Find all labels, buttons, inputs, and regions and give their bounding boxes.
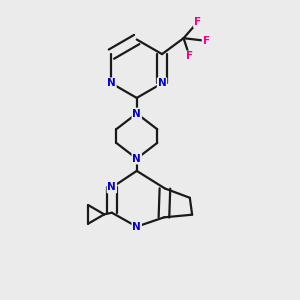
Text: N: N: [132, 154, 141, 164]
Text: N: N: [107, 182, 116, 193]
Text: F: F: [186, 51, 193, 62]
Text: F: F: [202, 36, 210, 46]
Text: N: N: [132, 109, 141, 118]
Text: N: N: [132, 222, 141, 232]
Text: N: N: [107, 78, 116, 88]
Text: F: F: [194, 17, 201, 27]
Text: N: N: [158, 78, 166, 88]
